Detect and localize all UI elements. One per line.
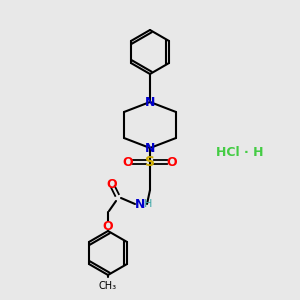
Text: N: N <box>145 95 155 109</box>
Text: CH₃: CH₃ <box>99 281 117 291</box>
Text: H: H <box>144 199 152 209</box>
Text: N: N <box>145 142 155 154</box>
Text: O: O <box>103 220 113 232</box>
Text: HCl · H: HCl · H <box>216 146 263 158</box>
Text: N: N <box>135 197 145 211</box>
Text: S: S <box>145 155 155 169</box>
Text: O: O <box>167 155 177 169</box>
Text: O: O <box>107 178 117 190</box>
Text: O: O <box>123 155 133 169</box>
